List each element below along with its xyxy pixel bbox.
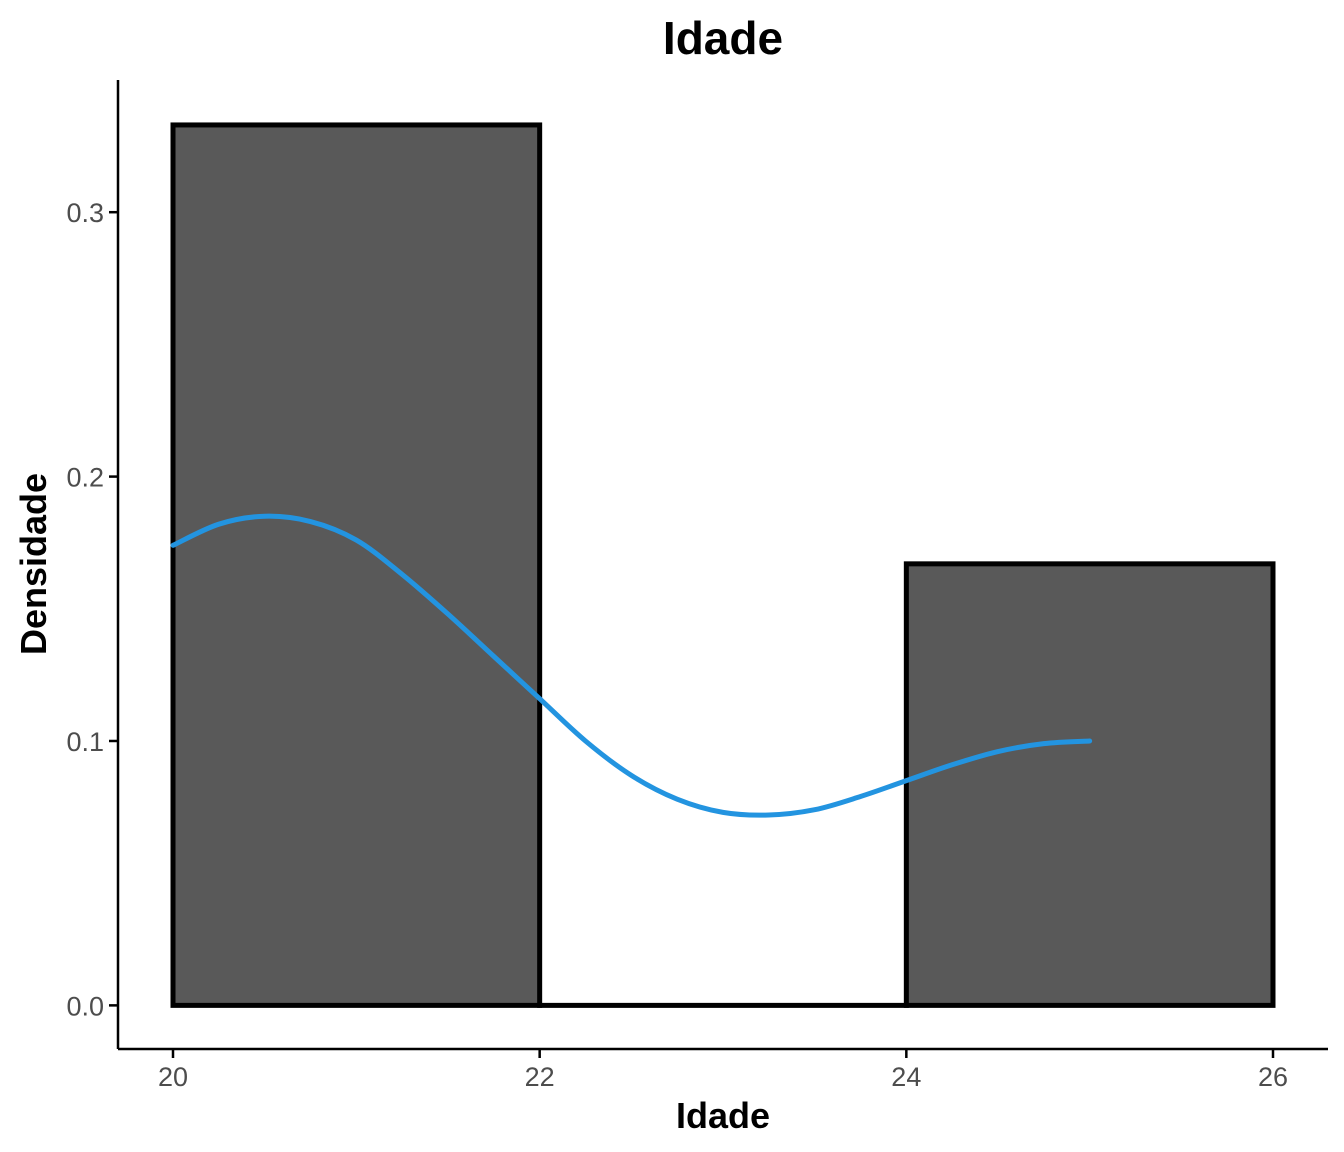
x-axis-label: Idade	[676, 1095, 770, 1136]
density-curve	[170, 513, 1093, 818]
y-tick-label: 0.2	[66, 463, 104, 493]
histogram-bars	[170, 122, 1276, 1008]
x-axis-ticks: 20 22 24 26	[158, 1049, 1288, 1092]
histogram-bar-2	[903, 561, 1276, 1008]
x-tick-label: 20	[158, 1062, 188, 1092]
y-tick-label: 0.3	[66, 198, 104, 228]
y-tick-label: 0.0	[66, 991, 104, 1021]
chart-title: Idade	[663, 12, 783, 64]
x-tick-label: 22	[525, 1062, 555, 1092]
histogram-bar-0	[170, 122, 543, 1008]
y-tick-label: 0.1	[66, 727, 104, 757]
x-tick-label: 24	[891, 1062, 921, 1092]
x-tick-label: 26	[1258, 1062, 1288, 1092]
y-axis-label: Densidade	[13, 473, 54, 655]
y-axis-ticks: 0.0 0.1 0.2 0.3	[66, 198, 118, 1021]
